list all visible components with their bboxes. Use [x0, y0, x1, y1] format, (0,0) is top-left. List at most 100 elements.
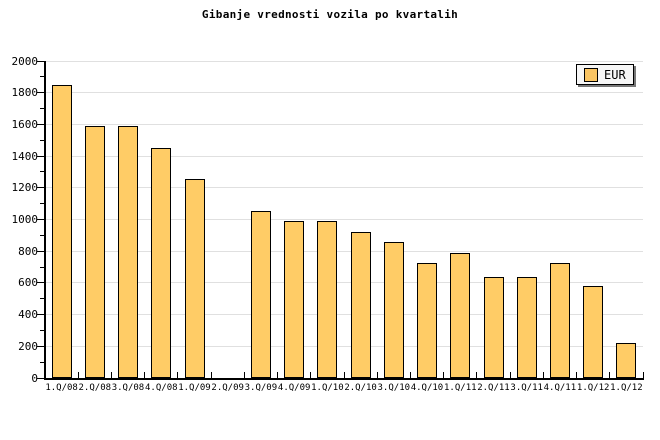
y-minor-tick	[40, 329, 44, 331]
y-minor-tick	[40, 171, 44, 173]
x-boundary-tick	[110, 372, 112, 378]
x-tick-label: 4.Q/09	[277, 383, 311, 393]
x-axis	[44, 378, 644, 380]
y-major-tick	[37, 314, 44, 316]
x-boundary-tick	[609, 372, 611, 378]
bar-3.Q/10	[383, 241, 404, 378]
gridline-400	[45, 314, 643, 316]
y-tick-label: 1000	[11, 213, 39, 226]
x-boundary-tick	[476, 372, 478, 378]
x-tick-label: 3.Q/10	[377, 383, 411, 393]
y-tick-label: 1400	[11, 149, 39, 163]
y-minor-tick	[40, 139, 44, 141]
gridline-1400	[45, 155, 643, 157]
bar-1.Q/11	[450, 252, 471, 378]
x-boundary-tick	[310, 372, 312, 378]
y-major-tick	[37, 123, 44, 125]
y-tick-label: 600	[18, 276, 38, 290]
x-tick-label: 1.Q/10	[311, 383, 344, 393]
y-tick-label: 200	[18, 339, 38, 353]
x-tick-label: 4.Q/11	[543, 383, 577, 393]
x-tick-label: 1.Q/11	[444, 383, 477, 393]
x-tick-label: 2.Q/10	[344, 383, 377, 393]
bar-3.Q/11	[516, 276, 537, 378]
x-boundary-tick	[376, 372, 378, 378]
y-tick-label: 400	[18, 308, 38, 322]
y-tick-label: 2000	[11, 54, 39, 68]
bar-2.Q/11	[483, 276, 504, 378]
x-boundary-tick	[177, 372, 179, 378]
x-tick-label: 1.Q/12	[576, 383, 610, 393]
y-tick-label: 1600	[11, 117, 39, 131]
bar-1.Q/12	[583, 286, 604, 378]
gridline-2000	[45, 60, 643, 62]
y-minor-tick	[40, 361, 44, 363]
legend: EUR	[576, 64, 634, 85]
x-tick-label: 4.Q/08	[145, 383, 178, 393]
y-major-tick	[37, 377, 44, 379]
bar-3.Q/09	[250, 210, 271, 378]
x-tick-label: 2.Q/11	[477, 383, 510, 393]
x-tick-label: 1.Q/09	[178, 383, 211, 393]
y-minor-tick	[40, 108, 44, 110]
bar-4.Q/08	[151, 148, 172, 378]
x-tick-label: 1.Q/12	[610, 383, 643, 393]
x-tick-label: 3.Q/09	[244, 383, 278, 393]
gridline-1800	[45, 92, 643, 94]
y-major-tick	[37, 60, 44, 62]
x-boundary-tick	[576, 372, 578, 378]
y-major-tick	[37, 282, 44, 284]
y-major-tick	[37, 187, 44, 189]
x-boundary-tick	[343, 372, 345, 378]
y-major-tick	[37, 155, 44, 157]
y-tick-label: 1200	[11, 181, 39, 195]
bar-1.Q/12	[616, 343, 637, 378]
x-boundary-tick	[509, 372, 511, 378]
y-tick-label: 800	[18, 244, 38, 258]
x-boundary-tick	[243, 372, 245, 378]
x-tick-label: 4.Q/10	[410, 383, 444, 393]
x-boundary-tick	[409, 372, 411, 378]
legend-swatch-icon	[584, 67, 598, 82]
gridline-1000	[45, 219, 643, 220]
bar-3.Q/08	[118, 126, 139, 378]
x-tick-label: 2.Q/08	[78, 383, 112, 393]
x-tick-label: 1.Q/08	[45, 383, 78, 393]
bar-1.Q/10	[317, 221, 338, 378]
bar-2.Q/10	[350, 232, 371, 378]
legend-series-label: EUR	[604, 67, 626, 82]
gridline-600	[45, 282, 643, 284]
x-tick-label: 2.Q/09	[211, 383, 244, 393]
y-tick-label: 1800	[11, 86, 39, 100]
bar-4.Q/09	[284, 221, 305, 378]
x-boundary-tick	[642, 372, 644, 378]
x-tick-label: 3.Q/11	[510, 383, 543, 393]
x-boundary-tick	[77, 372, 79, 378]
bar-4.Q/11	[549, 263, 570, 378]
chart-title: Gibanje vrednosti vozila po kvartalih	[201, 8, 459, 21]
y-minor-tick	[40, 266, 44, 268]
y-major-tick	[37, 345, 44, 347]
gridline-800	[45, 250, 643, 252]
y-minor-tick	[40, 298, 44, 300]
y-major-tick	[37, 92, 44, 94]
x-boundary-tick	[277, 372, 279, 378]
x-boundary-tick	[210, 372, 212, 378]
y-minor-tick	[40, 76, 44, 78]
y-axis	[44, 61, 46, 380]
x-boundary-tick	[542, 372, 544, 378]
y-tick-label: 0	[31, 371, 38, 385]
gridline-1200	[45, 187, 643, 189]
x-boundary-tick	[144, 372, 146, 378]
bar-1.Q/09	[184, 179, 205, 378]
bar-2.Q/08	[84, 126, 105, 378]
x-boundary-tick	[443, 372, 445, 378]
y-minor-tick	[40, 234, 44, 236]
gridline-1600	[45, 123, 643, 125]
bar-1.Q/08	[51, 84, 72, 378]
y-major-tick	[37, 219, 44, 220]
x-tick-label: 3.Q/08	[111, 383, 145, 393]
bar-4.Q/10	[417, 263, 438, 378]
y-minor-tick	[40, 203, 44, 205]
